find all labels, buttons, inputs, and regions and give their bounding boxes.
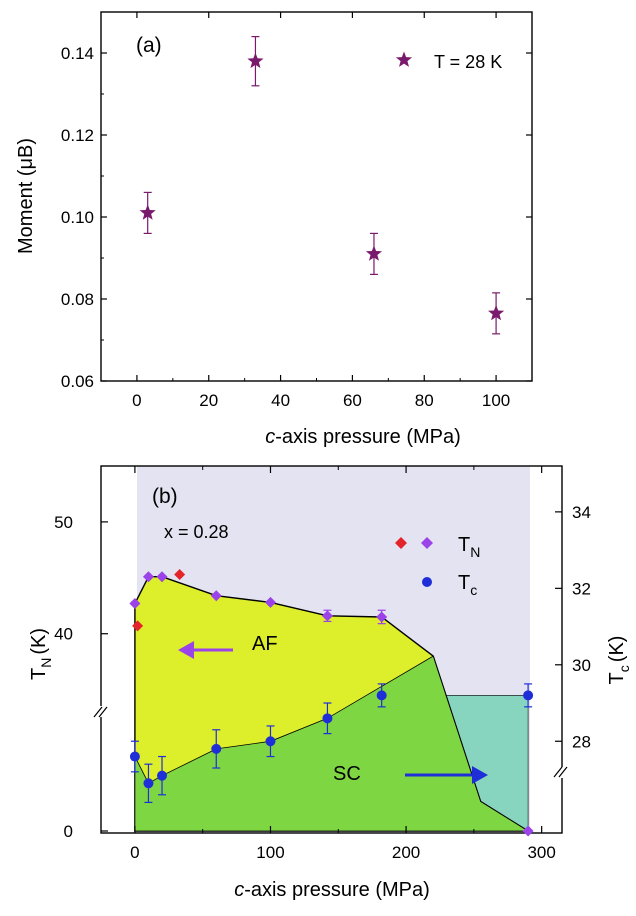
y-tick-label: 0.12	[61, 126, 94, 145]
data-point	[365, 232, 383, 275]
x-tick-label: 80	[415, 391, 434, 410]
legend-tn-label: TN	[458, 534, 480, 560]
tn-violet-point	[156, 571, 168, 583]
tc-point	[322, 702, 333, 735]
tn-violet-diamond	[142, 571, 154, 583]
data-point	[139, 191, 156, 234]
y-tick-label-left: 40	[54, 625, 73, 644]
tc-circle	[157, 770, 168, 781]
panel-a-y-axis-label: Moment (μB)	[15, 138, 37, 254]
y-tick-label: 0.10	[61, 208, 94, 227]
star-marker	[488, 304, 505, 321]
panel-a-label: (a)	[136, 34, 162, 57]
tc-circle	[376, 690, 387, 701]
y-tick-label-right: 32	[572, 579, 591, 598]
tc-point	[523, 683, 534, 708]
sc-region-label: SC	[333, 763, 361, 785]
y-tick-label-right: 34	[572, 503, 591, 522]
panel-b-border	[100, 465, 563, 834]
x-tick-label: 200	[392, 843, 420, 862]
x-tick-label: 300	[527, 843, 555, 862]
tc-point	[265, 725, 276, 758]
x-tick-label: 40	[271, 391, 290, 410]
y-tick-label-left: 50	[54, 513, 73, 532]
tn-red-diamond	[174, 568, 186, 580]
panel-b-label: (b)	[152, 485, 178, 508]
tn-violet-diamond	[264, 596, 276, 608]
tn-violet-point	[321, 609, 333, 623]
tc-point	[157, 755, 168, 796]
legend-tc-label: Tc	[458, 572, 477, 598]
star-marker	[365, 245, 383, 261]
y-tick-label-left: 0	[64, 822, 73, 841]
panel-b-y-axis-label-left: TN(K)	[28, 628, 54, 680]
data-point	[247, 35, 264, 87]
tn-violet-point	[264, 596, 276, 608]
panel-b-legend: TN Tc	[395, 534, 480, 598]
y-tick-label-right: 30	[572, 656, 591, 675]
x-tick-label: 100	[482, 391, 510, 410]
tn-violet-point	[376, 609, 388, 625]
panel-b-points	[129, 568, 534, 837]
sc-arrow	[405, 766, 488, 784]
panel-a-points	[139, 35, 505, 335]
star-marker	[139, 204, 156, 220]
tn-violet-diamond	[376, 611, 388, 623]
tn-violet-point	[129, 598, 141, 610]
panel-a: 0 20 40 60 80 100 0.06 0.08 0.10 0.12 0.14 (a) T =…	[15, 11, 533, 448]
tn-violet-diamond	[210, 590, 222, 602]
legend-blue-circle-icon	[422, 577, 432, 587]
panel-a-legend-label: T = 28 K	[434, 52, 502, 72]
star-marker	[247, 52, 264, 69]
legend-red-diamond-icon	[395, 537, 407, 549]
tn-violet-diamond	[522, 825, 534, 837]
panel-a-ticks: 0 20 40 60 80 100 0.06 0.08 0.10 0.12 0.14	[61, 12, 532, 410]
x-tick-label: 0	[130, 843, 139, 862]
right-axis-break-marks	[553, 766, 570, 778]
tc-circle	[322, 713, 333, 724]
tn-violet-diamond	[321, 610, 333, 622]
x-tick-label: 60	[343, 391, 362, 410]
y-tick-label: 0.14	[61, 44, 94, 63]
y-tick-label: 0.08	[61, 290, 94, 309]
legend-star-icon	[395, 51, 413, 67]
y-tick-label-right: 28	[572, 732, 591, 751]
tn-violet-point	[210, 590, 222, 602]
panel-a-x-axis-label: c-axis pressure (MPa)	[265, 426, 461, 448]
tc-circle	[143, 778, 154, 789]
af-arrow	[178, 641, 233, 659]
tc-circle	[129, 751, 140, 762]
x-tick-label: 20	[199, 391, 218, 410]
panel-b-ticks: 0 100 200 300 0 40 50 28 30 32 34	[54, 466, 591, 862]
tn-violet-point	[522, 825, 534, 837]
tc-circle	[265, 736, 276, 747]
tc-circle	[211, 743, 222, 754]
tn-violet-diamond	[129, 598, 141, 610]
tn-violet-diamond	[156, 571, 168, 583]
legend-violet-diamond-icon	[421, 537, 433, 549]
tn-red-diamond	[132, 620, 144, 632]
data-point	[488, 292, 505, 335]
tc-point	[143, 763, 154, 804]
tc-point	[211, 729, 222, 769]
composition-annotation: x = 0.28	[164, 522, 229, 542]
tc-point	[129, 740, 140, 773]
tc-circle	[523, 690, 534, 701]
panel-b-x-axis-label: c-axis pressure (MPa)	[234, 879, 430, 901]
y-tick-label: 0.06	[61, 372, 94, 391]
panel-a-plot-frame	[100, 11, 533, 382]
tc-point	[376, 683, 387, 708]
panel-b-y-axis-label-right: Tc(K)	[606, 636, 632, 685]
left-axis-break-marks	[93, 706, 109, 718]
tn-violet-point	[142, 571, 154, 583]
af-region-label: AF	[252, 633, 278, 655]
x-tick-label: 0	[132, 391, 141, 410]
x-tick-label: 100	[256, 843, 284, 862]
